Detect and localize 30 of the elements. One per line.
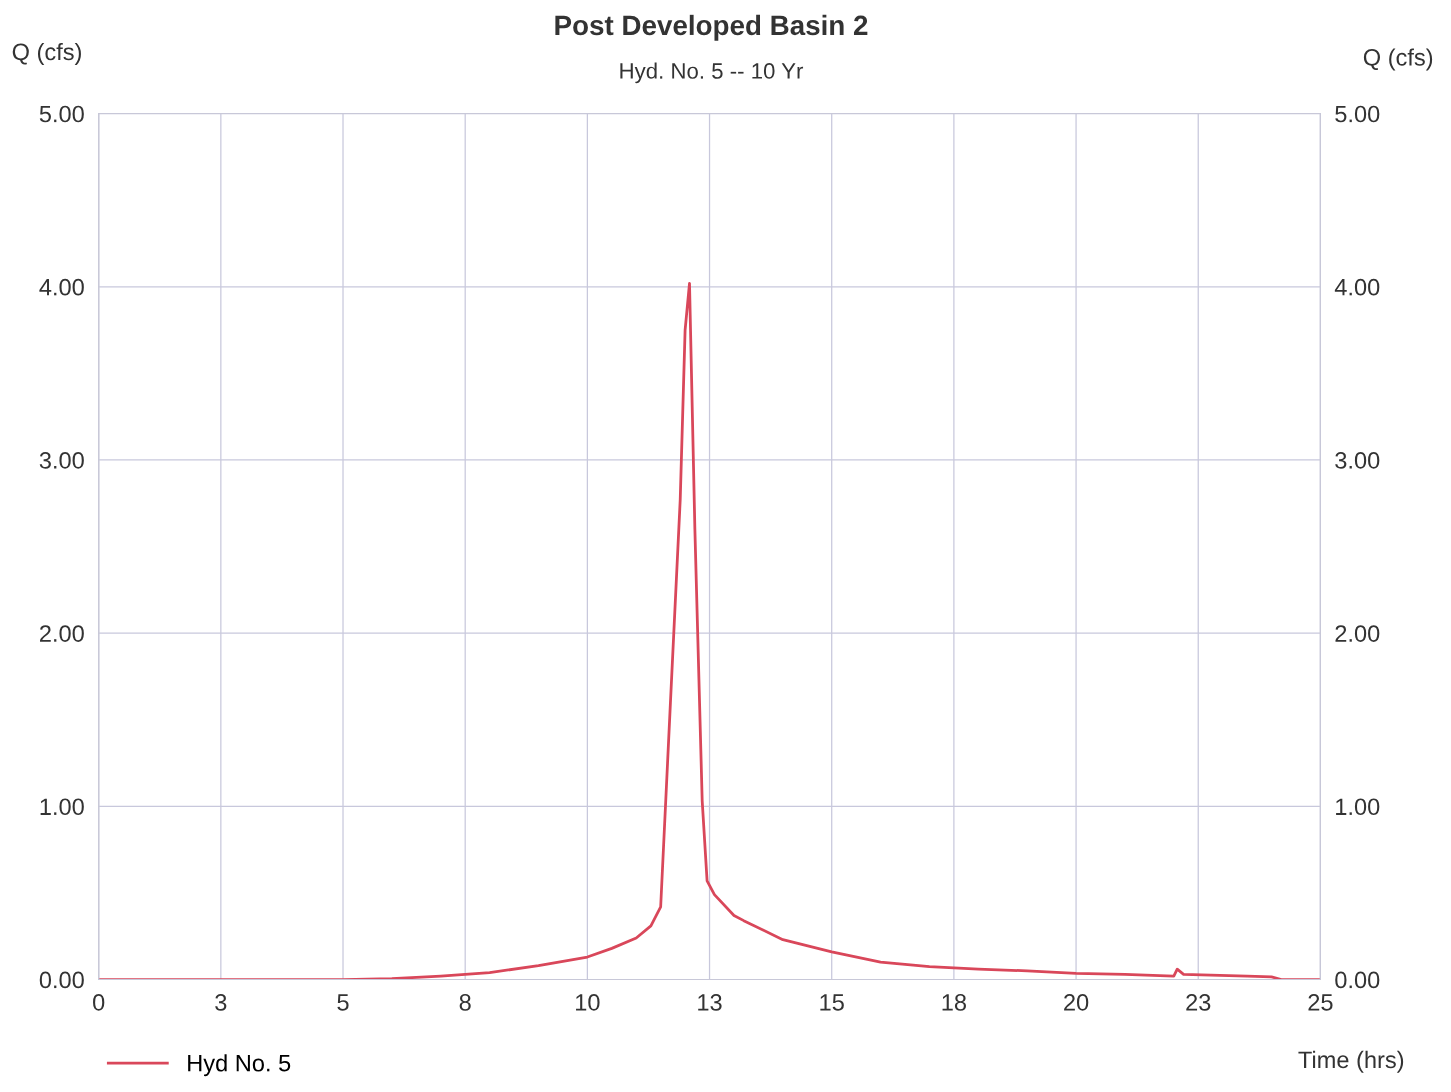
- y-tick-label: 1.00: [40, 798, 84, 816]
- y2-tick-label: 4.00: [1334, 278, 1380, 296]
- x-tick-label: 13: [698, 994, 722, 1011]
- y-tick-label: 5.00: [39, 105, 84, 123]
- y2-tick-label: 5.00: [1335, 105, 1380, 123]
- y-tick-label: 2.00: [40, 625, 84, 642]
- x-axis-title: Time (hrs): [1298, 1050, 1404, 1073]
- legend-label: Hyd No. 5: [188, 1054, 291, 1077]
- y-tick-label: 4.00: [39, 278, 84, 296]
- y-axis-title: Q (cfs): [12, 42, 81, 65]
- x-tick-label: 8: [459, 994, 471, 1011]
- x-tick-label: 23: [1186, 994, 1211, 1011]
- y2-axis-title: Q (cfs): [1363, 48, 1433, 71]
- x-tick-label: 10: [576, 994, 600, 1011]
- y2-tick-label: 2.00: [1335, 625, 1380, 642]
- y2-tick-label: 1.00: [1336, 798, 1380, 816]
- x-tick-label: 15: [820, 994, 844, 1011]
- y2-tick-label: 0.00: [1335, 971, 1380, 989]
- x-tick-label: 25: [1308, 994, 1333, 1011]
- chart-title: Post Developed Basin 2: [555, 14, 868, 41]
- y-tick-label: 0.00: [39, 971, 84, 989]
- x-tick-label: 5: [337, 994, 349, 1011]
- x-tick-label: 0: [93, 994, 105, 1011]
- y-tick-label: 3.00: [39, 452, 84, 469]
- x-tick-label: 3: [215, 994, 227, 1011]
- chart-subtitle: Hyd. No. 5 -- 10 Yr: [620, 62, 804, 84]
- line-series: [98, 281, 1321, 980]
- y2-tick-label: 3.00: [1335, 452, 1380, 469]
- x-tick-label: 20: [1064, 994, 1089, 1011]
- x-tick-label: 18: [942, 994, 966, 1011]
